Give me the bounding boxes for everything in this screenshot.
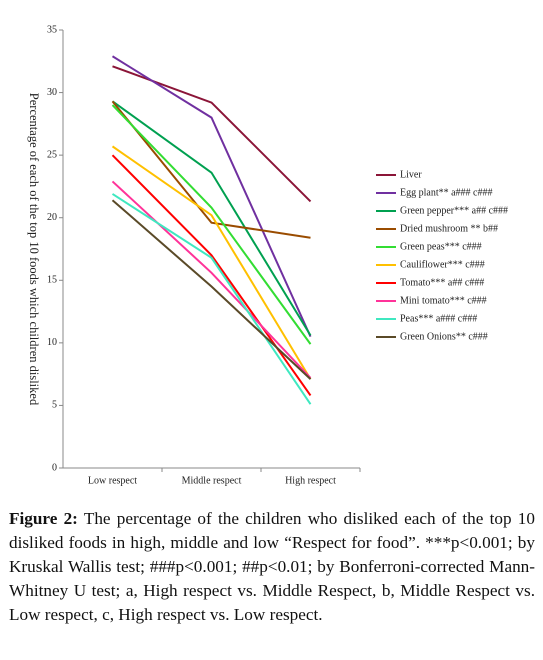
- y-tick-label: 5: [52, 400, 57, 411]
- legend-label: Peas*** a### c###: [400, 313, 477, 324]
- legend-label: Green Onions** c###: [400, 331, 488, 342]
- legend-label: Mini tomato*** c###: [400, 295, 487, 306]
- y-axis-label: Percentage of each of the top 10 foods w…: [27, 93, 41, 406]
- series-line: [111, 193, 312, 405]
- y-tick-label: 0: [52, 462, 57, 473]
- legend-label: Green pepper*** a## c###: [400, 205, 508, 216]
- y-tick-label: 35: [47, 24, 57, 35]
- chart: Percentage of each of the top 10 foods w…: [27, 24, 508, 486]
- y-tick-label: 20: [47, 212, 57, 223]
- series-line: [111, 145, 312, 380]
- series-line: [112, 65, 312, 203]
- series-line: [111, 100, 311, 239]
- y-tick-label: 10: [47, 337, 57, 348]
- legend-label: Tomato*** a## c###: [400, 277, 484, 288]
- series-line: [111, 180, 312, 379]
- y-tick-label: 30: [47, 87, 57, 98]
- x-tick-label: High respect: [285, 475, 336, 486]
- legend-label: Dried mushroom ** b##: [400, 223, 498, 234]
- legend-label: Green peas*** c###: [400, 241, 482, 252]
- series-line: [111, 100, 312, 336]
- legend-label: Egg plant** a### c###: [400, 187, 492, 198]
- caption-text: The percentage of the children who disli…: [9, 509, 535, 624]
- legend-label: Cauliflower*** c###: [400, 259, 485, 270]
- x-tick-label: Low respect: [88, 475, 137, 486]
- series-line: [111, 55, 312, 338]
- x-tick-label: Middle respect: [182, 475, 242, 486]
- y-tick-label: 25: [47, 149, 57, 160]
- caption: Figure 2: The percentage of the children…: [9, 507, 535, 627]
- series-line: [111, 104, 312, 345]
- y-tick-label: 15: [47, 275, 57, 286]
- caption-label: Figure 2:: [9, 509, 78, 528]
- series-line: [111, 199, 312, 380]
- legend-label: Liver: [400, 169, 422, 180]
